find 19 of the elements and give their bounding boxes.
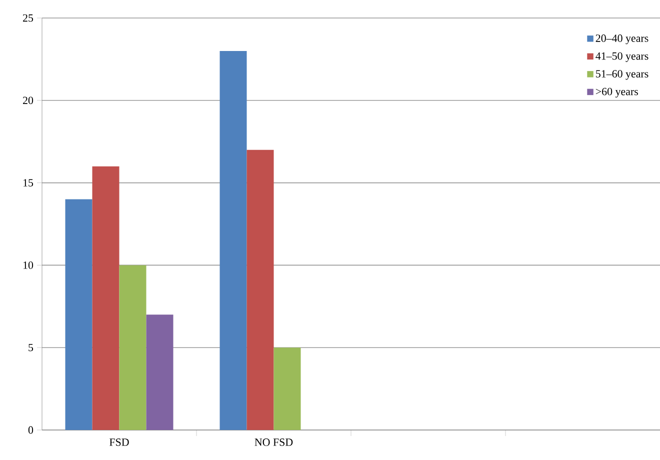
bar	[220, 50, 247, 430]
x-tick-label: NO FSD	[254, 438, 293, 446]
bar	[119, 265, 146, 430]
bar	[92, 166, 120, 430]
bar	[274, 348, 301, 430]
y-tick-label: 0	[28, 426, 34, 434]
bar	[65, 199, 92, 430]
legend-label: >60 years	[596, 88, 638, 98]
legend-label: 41–50 years	[596, 52, 648, 62]
legend-label: 20–40 years	[596, 34, 648, 44]
bar	[146, 314, 174, 430]
y-tick-label: 25	[23, 14, 34, 22]
bar	[246, 150, 274, 430]
y-tick-label: 20	[23, 96, 34, 104]
y-tick-label: 15	[23, 179, 34, 186]
x-tick-label: FSD	[110, 438, 129, 446]
y-tick-label: 5	[28, 344, 34, 352]
y-tick-label: 10	[23, 262, 34, 269]
legend-label: 51–60 years	[596, 70, 648, 80]
